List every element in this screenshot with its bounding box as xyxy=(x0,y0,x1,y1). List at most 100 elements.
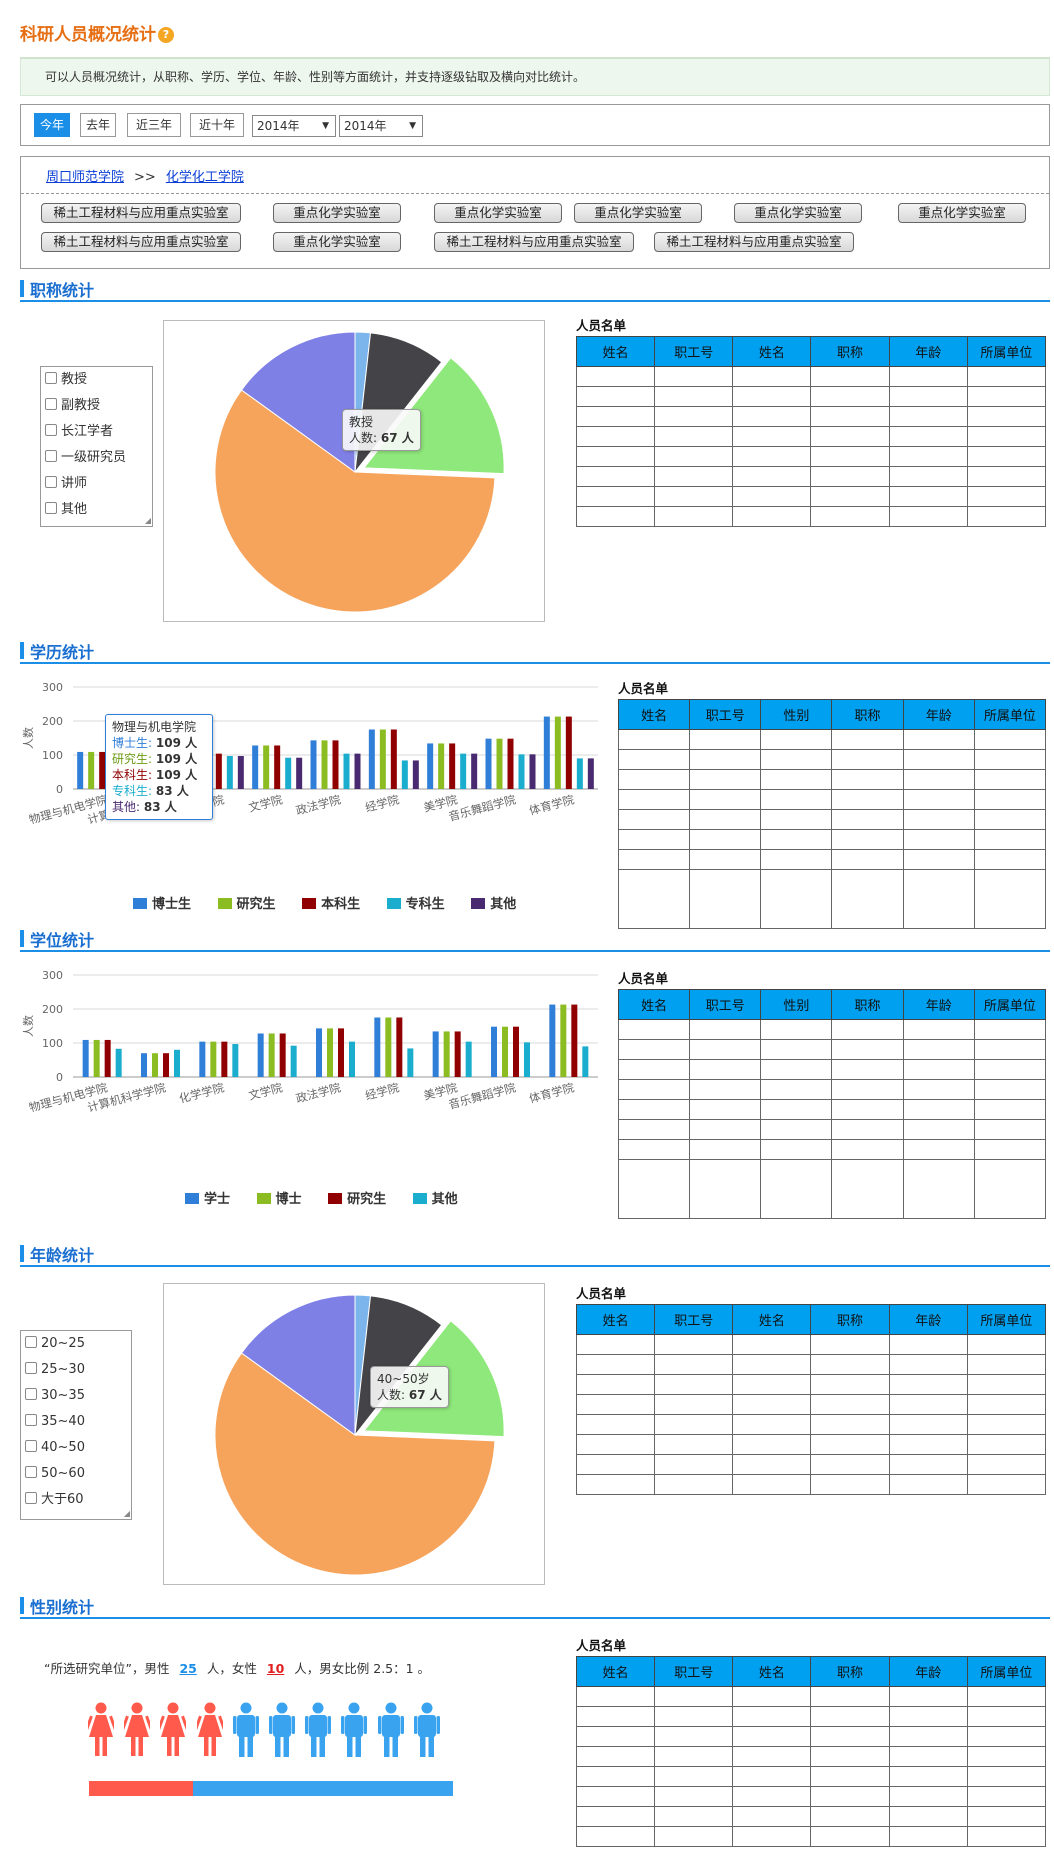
column-header[interactable]: 职工号 xyxy=(654,1656,734,1687)
column-header[interactable]: 姓名 xyxy=(617,699,691,730)
table-row[interactable] xyxy=(575,506,1047,527)
table-row[interactable] xyxy=(575,446,1047,467)
legend-item[interactable]: 博士 xyxy=(256,1192,302,1207)
column-header[interactable]: 性别 xyxy=(760,989,833,1020)
column-header[interactable]: 职工号 xyxy=(689,699,762,730)
lab-button[interactable]: 稀土工程材料与应用重点实验室 xyxy=(654,232,854,252)
checkbox-icon[interactable] xyxy=(25,1336,37,1348)
table-row[interactable] xyxy=(617,869,1047,929)
checkbox-icon[interactable] xyxy=(45,372,57,384)
table-row[interactable] xyxy=(575,1414,1047,1435)
title-option[interactable]: 一级研究员 xyxy=(41,445,152,471)
age-option[interactable]: 40~50 xyxy=(21,1435,131,1461)
age-option[interactable]: 大于60 xyxy=(21,1487,131,1513)
legend-item[interactable]: 博士生 xyxy=(133,897,191,912)
table-row[interactable] xyxy=(575,486,1047,507)
column-header[interactable]: 职称 xyxy=(831,989,904,1020)
column-header[interactable]: 职称 xyxy=(810,336,890,367)
resize-grip-icon[interactable]: ◢ xyxy=(123,1509,130,1518)
column-header[interactable]: 职称 xyxy=(831,699,904,730)
age-option[interactable]: 25~30 xyxy=(21,1357,131,1383)
column-header[interactable]: 姓名 xyxy=(732,1304,812,1335)
column-header[interactable]: 年龄 xyxy=(888,336,968,367)
lab-button[interactable]: 稀土工程材料与应用重点实验室 xyxy=(41,232,241,252)
legend-item[interactable]: 其他 xyxy=(471,897,516,912)
column-header[interactable]: 姓名 xyxy=(575,1656,656,1687)
column-header[interactable]: 年龄 xyxy=(888,1304,968,1335)
lab-button[interactable]: 稀土工程材料与应用重点实验室 xyxy=(434,232,634,252)
table-row[interactable] xyxy=(617,1079,1047,1100)
age-option[interactable]: 30~35 xyxy=(21,1383,131,1409)
column-header[interactable]: 性别 xyxy=(760,699,833,730)
checkbox-icon[interactable] xyxy=(25,1440,37,1452)
column-header[interactable]: 所属单位 xyxy=(966,336,1047,367)
table-row[interactable] xyxy=(575,1474,1047,1495)
legend-item[interactable]: 研究生 xyxy=(328,1192,386,1207)
column-header[interactable]: 所属单位 xyxy=(966,1656,1047,1687)
column-header[interactable]: 姓名 xyxy=(575,1304,656,1335)
legend-item[interactable]: 本科生 xyxy=(302,897,360,912)
table-row[interactable] xyxy=(617,749,1047,770)
table-row[interactable] xyxy=(575,386,1047,407)
table-row[interactable] xyxy=(575,1826,1047,1847)
age-filter-list[interactable]: 20~25 25~30 30~35 35~40 40~50 50~60 大于60… xyxy=(20,1330,132,1520)
table-row[interactable] xyxy=(575,1706,1047,1727)
lab-button[interactable]: 重点化学实验室 xyxy=(574,203,702,223)
lab-button[interactable]: 重点化学实验室 xyxy=(898,203,1026,223)
table-row[interactable] xyxy=(575,366,1047,387)
column-header[interactable]: 年龄 xyxy=(902,699,975,730)
table-row[interactable] xyxy=(617,849,1047,870)
table-row[interactable] xyxy=(575,406,1047,427)
checkbox-icon[interactable] xyxy=(45,424,57,436)
checkbox-icon[interactable] xyxy=(45,450,57,462)
column-header[interactable]: 姓名 xyxy=(617,989,691,1020)
age-option[interactable]: 20~25 xyxy=(21,1331,131,1357)
year-from-select[interactable]: 2014年 ▼ xyxy=(252,115,336,137)
column-header[interactable]: 职工号 xyxy=(654,1304,734,1335)
column-header[interactable]: 职工号 xyxy=(654,336,734,367)
table-row[interactable] xyxy=(617,829,1047,850)
female-count-link[interactable]: 10 xyxy=(266,1661,285,1676)
table-row[interactable] xyxy=(617,729,1047,750)
legend-item[interactable]: 学士 xyxy=(185,1192,230,1207)
column-header[interactable]: 所属单位 xyxy=(973,699,1047,730)
checkbox-icon[interactable] xyxy=(25,1466,37,1478)
column-header[interactable]: 年龄 xyxy=(888,1656,968,1687)
table-row[interactable] xyxy=(575,1686,1047,1707)
table-row[interactable] xyxy=(575,1334,1047,1355)
last-year-button[interactable]: 去年 xyxy=(80,113,116,137)
title-option[interactable]: 其他 xyxy=(41,497,152,523)
male-count-link[interactable]: 25 xyxy=(179,1661,197,1676)
title-filter-list[interactable]: 教授 副教授 长江学者 一级研究员 讲师 其他 ◢ xyxy=(40,366,153,527)
resize-grip-icon[interactable]: ◢ xyxy=(144,516,151,525)
table-row[interactable] xyxy=(617,1019,1047,1040)
table-row[interactable] xyxy=(617,1119,1047,1140)
table-row[interactable] xyxy=(617,1039,1047,1060)
year-to-select[interactable]: 2014年 ▼ xyxy=(339,115,423,137)
table-row[interactable] xyxy=(617,1139,1047,1160)
legend-item[interactable]: 其他 xyxy=(412,1192,458,1207)
table-row[interactable] xyxy=(617,1099,1047,1120)
table-row[interactable] xyxy=(617,789,1047,810)
table-row[interactable] xyxy=(617,769,1047,790)
age-option[interactable]: 50~60 xyxy=(21,1461,131,1487)
checkbox-icon[interactable] xyxy=(25,1492,37,1504)
checkbox-icon[interactable] xyxy=(45,398,57,410)
age-option[interactable]: 35~40 xyxy=(21,1409,131,1435)
three-years-button[interactable]: 近三年 xyxy=(127,113,181,137)
table-row[interactable] xyxy=(575,1786,1047,1807)
table-row[interactable] xyxy=(617,1159,1047,1219)
breadcrumb-root-link[interactable]: 周口师范学院 xyxy=(46,170,125,185)
legend-item[interactable]: 研究生 xyxy=(217,897,276,912)
lab-button[interactable]: 重点化学实验室 xyxy=(273,232,401,252)
column-header[interactable]: 姓名 xyxy=(575,336,656,367)
table-row[interactable] xyxy=(575,1726,1047,1747)
title-option[interactable]: 长江学者 xyxy=(41,419,152,445)
column-header[interactable]: 所属单位 xyxy=(966,1304,1047,1335)
lab-button[interactable]: 稀土工程材料与应用重点实验室 xyxy=(41,203,241,223)
title-option[interactable]: 副教授 xyxy=(41,393,152,419)
breadcrumb-current-link[interactable]: 化学化工学院 xyxy=(165,170,244,185)
checkbox-icon[interactable] xyxy=(45,502,57,514)
table-row[interactable] xyxy=(617,1059,1047,1080)
table-row[interactable] xyxy=(575,1454,1047,1475)
